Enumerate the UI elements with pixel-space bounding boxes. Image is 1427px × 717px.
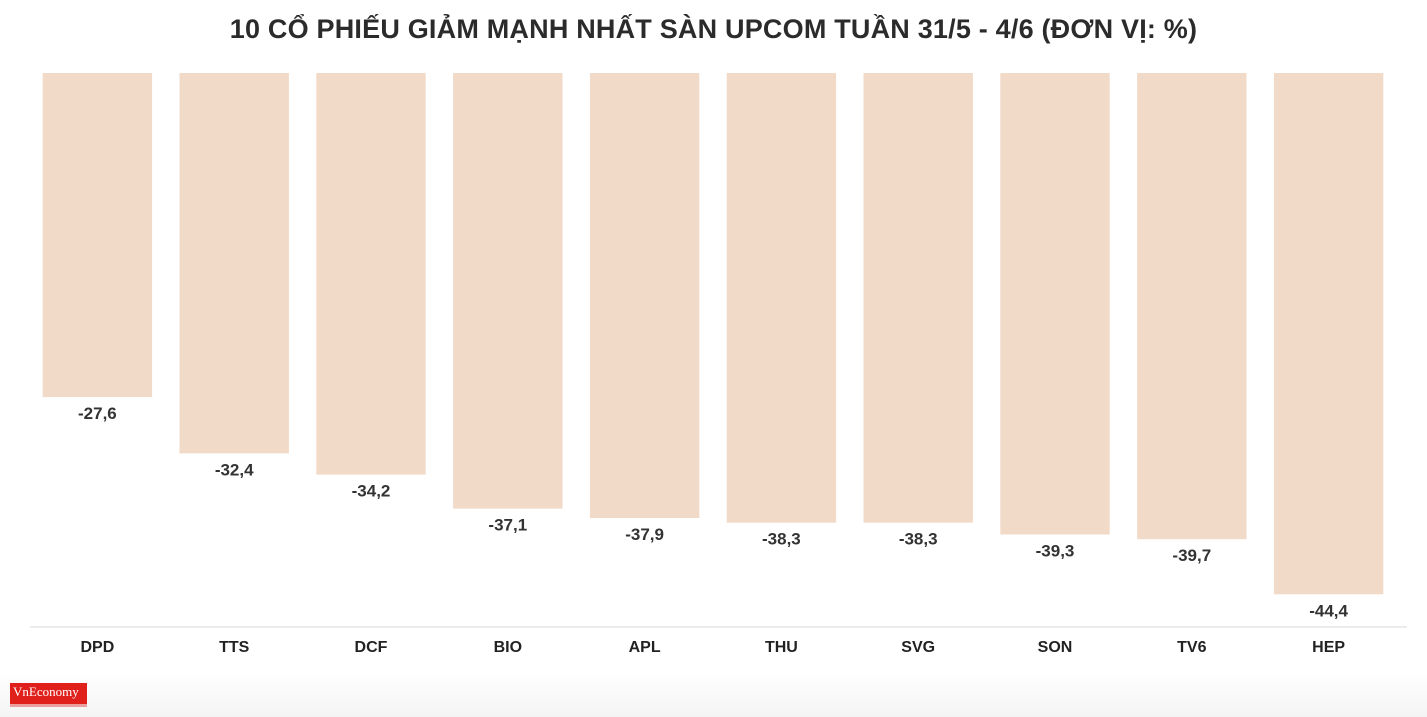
logo-underline [10,704,87,707]
bar-hep [1273,73,1384,595]
bar-bio [453,73,563,509]
value-label-svg: -38,3 [899,530,938,549]
bar-apl [589,73,700,518]
bar-dcf [316,73,426,475]
bar-tv6 [1137,73,1247,540]
value-labels-layer: -27,6 -32,4 -34,2 -37,1 -37,9 -38,3 -38,3 -39,3… [78,404,1348,620]
value-label-tts: -32,4 [215,460,254,479]
bars-layer [42,73,1384,595]
bar-dpd [42,73,153,398]
bar-chart: -27,6 -32,4 -34,2 -37,1 -37,9 -38,3 -38,3 -39,3… [30,73,1407,656]
value-label-son: -39,3 [1036,542,1075,561]
bar-son [1000,73,1110,535]
bar-thu [726,73,837,523]
category-labels-layer: DPD TTS DCF BIO APL THU SVG SON TV6 HEP [81,639,1346,656]
category-label-hep: HEP [1312,639,1345,656]
value-label-tv6: -39,7 [1172,546,1211,565]
value-label-bio: -37,1 [488,516,527,535]
category-label-dcf: DCF [355,639,388,656]
value-label-dcf: -34,2 [352,482,391,501]
category-label-thu: THU [765,639,798,656]
value-label-hep: -44,4 [1309,601,1348,620]
value-label-dpd: -27,6 [78,404,117,423]
value-label-thu: -38,3 [762,530,801,549]
chart-title: 10 CỔ PHIẾU GIẢM MẠNH NHẤT SÀN UPCOM TUẦ… [229,14,1198,44]
footer-band [0,672,1427,717]
category-label-tv6: TV6 [1177,639,1206,656]
category-label-tts: TTS [219,639,250,656]
vneconomy-logo: VnEconomy [10,683,87,705]
category-label-bio: BIO [494,639,522,656]
bar-tts [179,73,289,454]
bar-svg [863,73,973,523]
category-label-svg: SVG [901,639,935,656]
value-label-apl: -37,9 [625,525,664,544]
category-label-son: SON [1038,639,1073,656]
category-label-dpd: DPD [81,639,115,656]
category-label-apl: APL [629,639,661,656]
